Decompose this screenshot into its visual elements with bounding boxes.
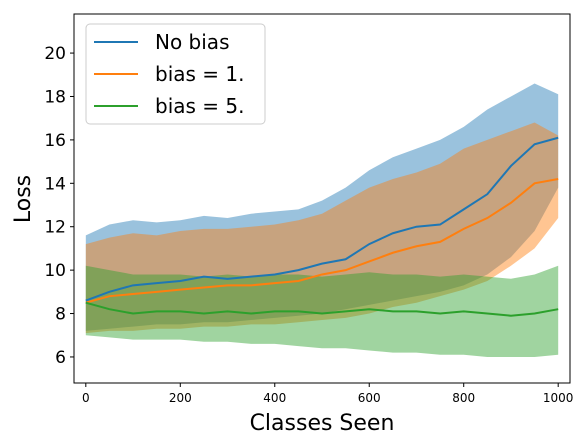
x-tick-label: 600: [358, 391, 381, 405]
y-axis: 6 8 10 12 14 16 18 20: [44, 44, 74, 368]
x-tick-label: 800: [452, 391, 475, 405]
band-no-bias: [85, 83, 559, 331]
x-tick-label: 200: [169, 391, 192, 405]
x-axis: 0 200 400 600 800 1000: [82, 383, 573, 405]
legend-label: bias = 5.: [155, 94, 244, 118]
plot-area-frame: [73, 13, 571, 384]
line-bias-1: [85, 177, 559, 304]
series-lines: [85, 136, 559, 317]
y-tick-label: 12: [44, 218, 66, 238]
line-bias-5: [85, 301, 559, 317]
x-axis-label: Classes Seen: [250, 411, 395, 436]
y-tick-label: 10: [44, 261, 66, 281]
x-tick-label: 0: [82, 391, 90, 405]
y-axis-label: Loss: [11, 175, 36, 223]
y-tick-label: 16: [44, 131, 66, 151]
legend-label: bias = 1.: [155, 62, 244, 86]
x-tick-label: 400: [263, 391, 286, 405]
legend-box: [85, 23, 266, 125]
band-bias-5: [85, 265, 559, 357]
y-tick-label: 6: [55, 348, 66, 368]
band-bias-1: [85, 122, 559, 334]
x-tick-label: 1000: [543, 391, 574, 405]
y-tick-label: 18: [44, 87, 66, 107]
line-no-bias: [85, 136, 559, 302]
confidence-bands: [85, 83, 559, 357]
legend: No bias bias = 1. bias = 5.: [85, 23, 266, 125]
y-tick-label: 20: [44, 44, 66, 64]
y-tick-label: 14: [44, 174, 66, 194]
legend-label: No bias: [155, 30, 229, 54]
y-tick-label: 8: [55, 305, 66, 325]
